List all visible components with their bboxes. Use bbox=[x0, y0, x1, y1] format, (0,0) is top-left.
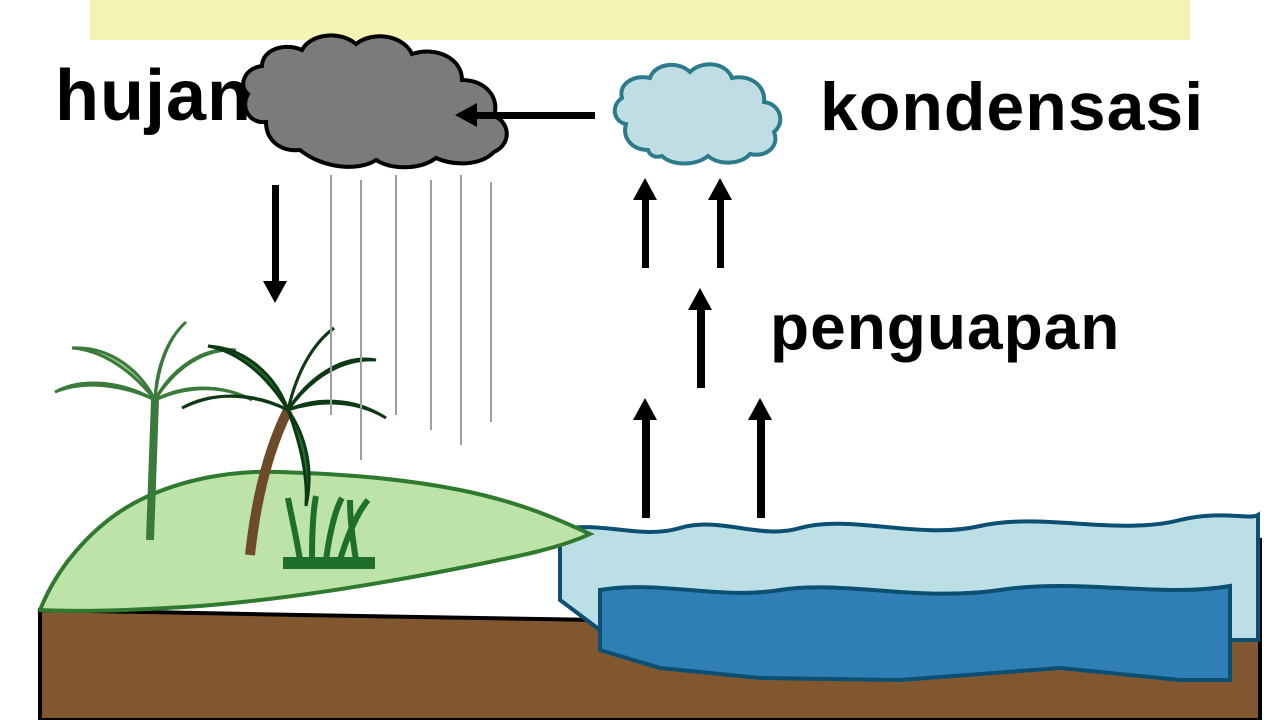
sea-deep bbox=[600, 586, 1230, 680]
arrow-evap-1 bbox=[633, 178, 657, 270]
rain-stroke bbox=[460, 175, 462, 445]
arrow-evap-4 bbox=[633, 398, 659, 520]
label-kondensasi: kondensasi bbox=[820, 68, 1204, 146]
rain-stroke bbox=[430, 180, 432, 430]
arrow-evap-5 bbox=[748, 398, 774, 520]
arrow-rain-down bbox=[263, 185, 287, 305]
rain-stroke bbox=[490, 182, 492, 422]
rain-cloud-icon bbox=[243, 35, 507, 167]
condensation-cloud-icon bbox=[615, 64, 781, 163]
rain-stroke bbox=[395, 175, 397, 415]
arrow-evap-2 bbox=[708, 178, 732, 270]
label-penguapan: penguapan bbox=[770, 290, 1120, 364]
water-cycle-diagram: hujan kondensasi penguapan bbox=[0, 0, 1280, 720]
rain-stroke bbox=[360, 180, 362, 460]
arrow-evap-3 bbox=[688, 288, 714, 390]
rain-stroke bbox=[330, 175, 332, 415]
label-hujan: hujan bbox=[55, 55, 252, 137]
arrow-cond-to-rain bbox=[455, 103, 605, 127]
